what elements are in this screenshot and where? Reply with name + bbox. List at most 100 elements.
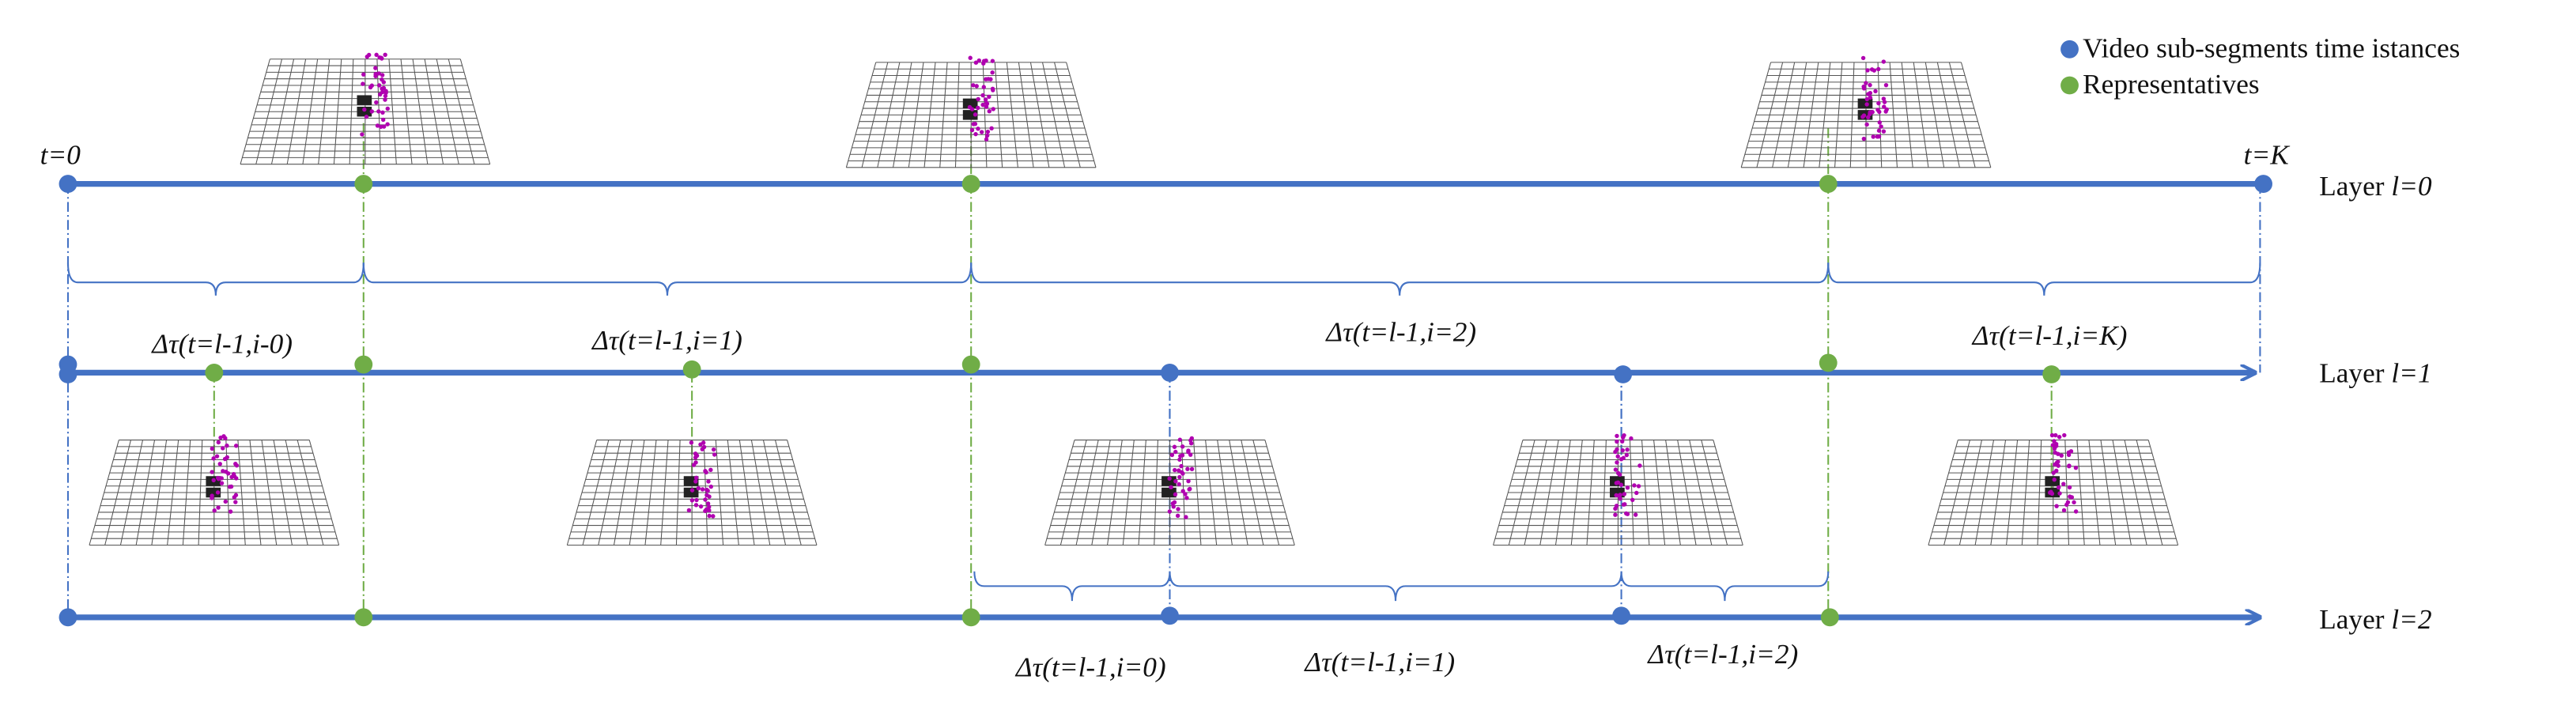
skeleton-point: [1881, 96, 1887, 101]
skeleton-point: [1881, 59, 1887, 64]
skeleton-point: [1882, 100, 1887, 104]
skeleton-point: [980, 92, 985, 98]
grid-line: [237, 440, 246, 546]
skeleton-point: [1625, 447, 1630, 452]
skeleton-point: [990, 59, 995, 63]
grid-line: [1066, 62, 1097, 168]
skeleton-point: [1167, 476, 1172, 481]
skeleton-point: [228, 484, 232, 489]
skeleton-point: [219, 481, 225, 485]
skeleton-point: [1620, 447, 1625, 453]
skeleton-point: [210, 470, 214, 474]
skeleton-point: [1176, 507, 1180, 512]
skeleton-point: [380, 110, 385, 115]
skeleton-point: [234, 476, 239, 481]
grid-line: [2076, 440, 2085, 546]
skeleton-point: [698, 504, 704, 509]
time-dot: [59, 608, 77, 627]
grid-line: [297, 440, 324, 546]
skeleton-point: [1175, 513, 1180, 519]
grid-line: [388, 59, 397, 164]
skeleton-point: [379, 124, 383, 129]
grid-line: [1252, 440, 1280, 546]
skeleton-point: [971, 83, 976, 88]
skeleton-point: [2057, 485, 2061, 490]
skeleton-point: [705, 488, 710, 493]
skeleton-point: [366, 52, 372, 58]
skeleton-point: [216, 440, 221, 445]
skeleton-point: [1883, 82, 1889, 88]
skeleton-point: [216, 505, 221, 510]
skeleton-point: [215, 475, 221, 481]
grid-line: [1889, 62, 1898, 168]
skeleton-point: [2061, 508, 2067, 513]
skeleton-point: [1169, 452, 1175, 458]
grid-line: [1948, 62, 1976, 168]
layer-label: Layer l=0: [2319, 171, 2432, 202]
brace: [66, 262, 364, 296]
skeleton-point: [973, 131, 978, 137]
time-dot: [1820, 608, 1839, 627]
skeleton-point: [2050, 443, 2056, 447]
skeleton-point: [1189, 466, 1195, 472]
grid-line: [400, 59, 413, 164]
layout: [59, 52, 2273, 627]
grid-line: [2064, 440, 2070, 546]
skeleton-point: [376, 71, 381, 76]
grid-line: [775, 440, 802, 546]
grid-plane: [1044, 436, 1295, 546]
object: [357, 95, 372, 105]
time-dot: [961, 355, 980, 374]
brace: [1169, 571, 1622, 602]
skeleton-point: [1173, 492, 1178, 497]
skeleton-point: [1877, 120, 1883, 125]
skeleton-point: [1882, 104, 1887, 109]
grid-line: [412, 59, 429, 164]
object: [206, 487, 221, 498]
skeleton-point: [1881, 129, 1887, 134]
skeleton-point: [368, 85, 373, 90]
skeleton-point: [1180, 489, 1185, 493]
skeleton-point: [2053, 444, 2059, 448]
grid-line: [1006, 62, 1018, 168]
legend-label: Video sub-segments time istances: [2083, 32, 2460, 63]
object: [1161, 487, 1177, 498]
grid-line: [1924, 62, 1945, 168]
skeleton-point: [1169, 485, 1173, 490]
grid-line: [1264, 440, 1295, 546]
brace: [1827, 262, 2261, 296]
skeleton-point: [376, 109, 381, 114]
legend-dot: [2060, 40, 2079, 59]
skeleton-point: [380, 77, 384, 82]
grid-line: [308, 440, 340, 546]
skeleton-point: [984, 59, 988, 63]
skeleton-point: [1868, 95, 1873, 100]
skeleton-point: [1178, 454, 1183, 459]
skeleton-point: [212, 508, 217, 513]
skeleton-point: [973, 112, 978, 117]
skeleton-point: [707, 508, 712, 513]
grid-line: [285, 440, 308, 546]
grid-line: [436, 59, 459, 164]
object: [2045, 476, 2060, 486]
skeleton-point: [1187, 487, 1192, 492]
skeleton-point: [1618, 482, 1624, 487]
skeleton-point: [210, 493, 214, 498]
grid-line: [1205, 440, 1218, 546]
skeleton-point: [1614, 481, 1619, 485]
grid-line: [1901, 62, 1913, 168]
skeleton-point: [1864, 96, 1869, 102]
skeleton-point: [224, 470, 229, 474]
skeleton-point: [380, 86, 384, 91]
skeleton-point: [1615, 439, 1619, 444]
time-dot: [1819, 175, 1838, 194]
skeleton-point: [2047, 490, 2053, 495]
skeleton-point: [2049, 432, 2055, 438]
skeleton-point: [364, 115, 369, 119]
skeleton-point: [1622, 492, 1627, 496]
skeleton-point: [369, 109, 374, 114]
skeleton-point: [210, 446, 215, 451]
grid-line: [459, 59, 491, 164]
skeleton-point: [1879, 124, 1883, 129]
skeleton-point: [2072, 500, 2076, 505]
